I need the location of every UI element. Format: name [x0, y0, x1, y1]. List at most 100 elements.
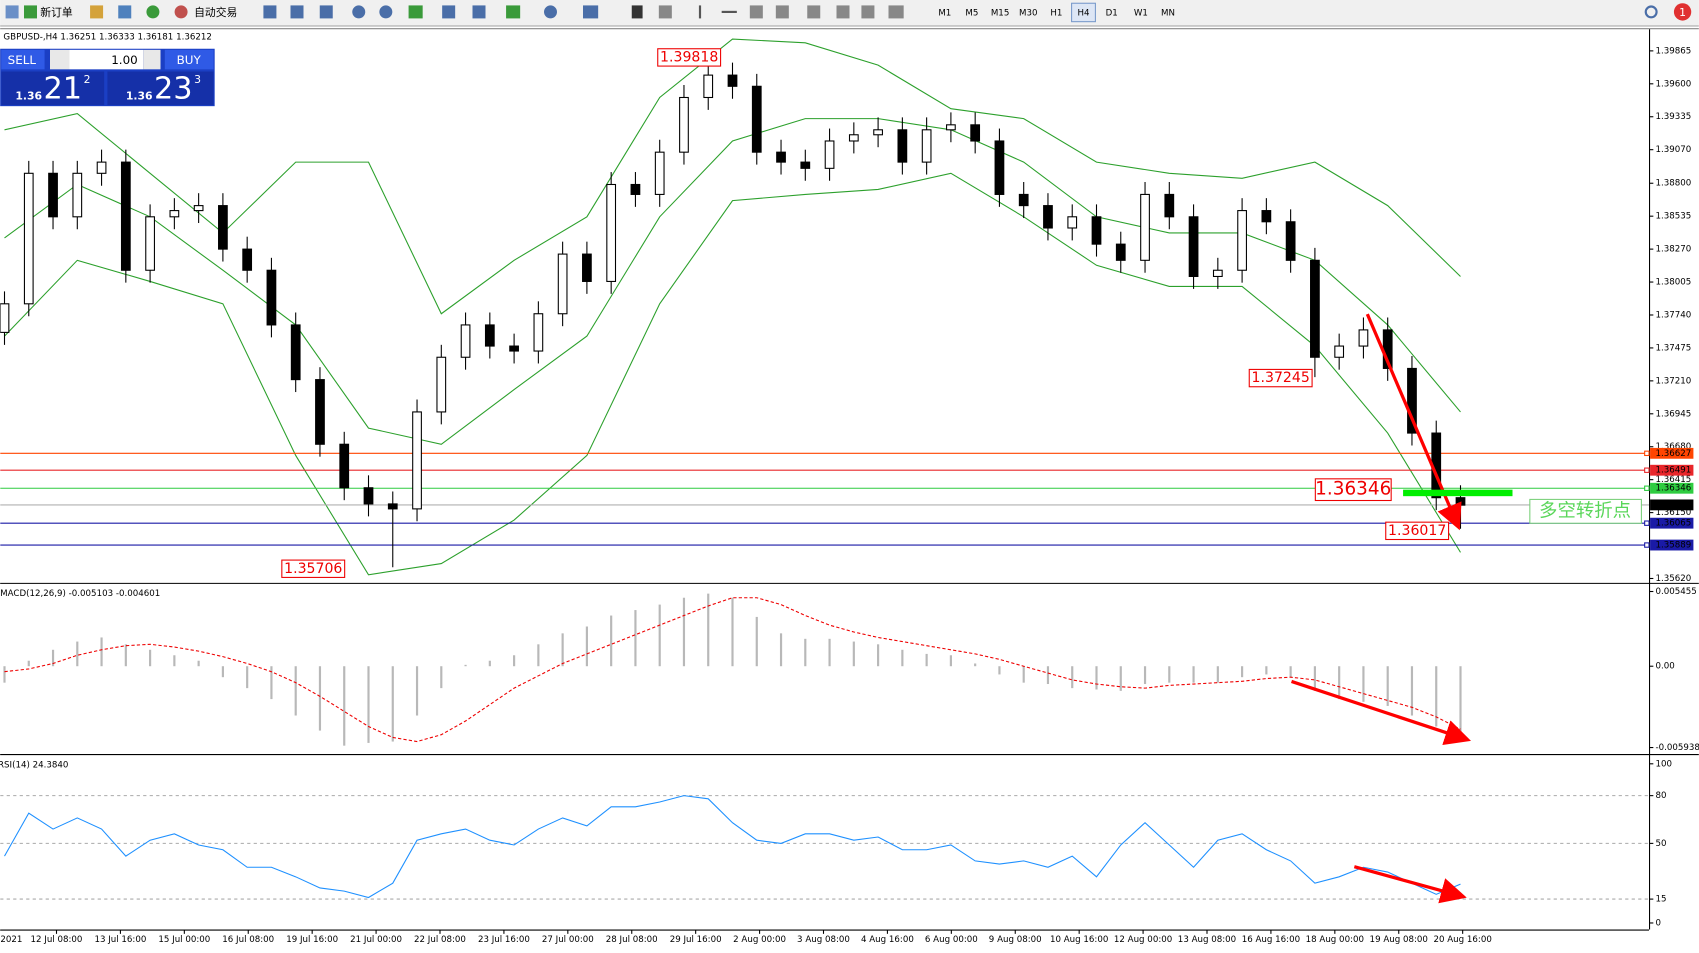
y-tick-label: 1.38535	[1656, 212, 1692, 222]
line-chart-icon[interactable]	[320, 5, 333, 18]
timeframe-button[interactable]: W1	[1134, 8, 1148, 18]
candle-body	[1019, 194, 1028, 205]
bar-chart-icon[interactable]	[263, 5, 276, 18]
y-tick-label: 1.39070	[1656, 145, 1692, 155]
crosshair-icon[interactable]	[659, 5, 672, 18]
candle-body	[825, 141, 834, 168]
sell-price-big: 1.36	[15, 89, 42, 102]
candle-body	[655, 152, 664, 194]
x-tick-label: 15 Jul 00:00	[158, 935, 210, 945]
candle-body	[777, 152, 786, 162]
macd-bar	[100, 637, 102, 666]
candle-body	[898, 130, 907, 162]
x-tick-label: 16 Jul 08:00	[222, 935, 274, 945]
timeframe-button[interactable]: M30	[1019, 8, 1037, 18]
y-tick-label: 1.37210	[1656, 376, 1692, 386]
macd-bar	[1023, 666, 1025, 682]
candle-body	[583, 254, 592, 281]
y-tick-label: 1.37740	[1656, 310, 1692, 320]
label-icon[interactable]	[861, 5, 874, 18]
auto-trading-button[interactable]: 自动交易	[194, 5, 237, 19]
y-tick-label: 15	[1656, 895, 1667, 905]
zoom-in-icon[interactable]	[352, 5, 365, 18]
new-order-icon[interactable]	[24, 5, 37, 18]
macd-bar	[853, 642, 855, 667]
menu-icon[interactable]	[6, 5, 19, 18]
level-handle	[1645, 468, 1649, 472]
candle-body	[413, 412, 422, 509]
channel-icon[interactable]	[776, 5, 789, 18]
x-tick-label: Jul 2021	[0, 935, 22, 945]
cursor-icon[interactable]	[632, 5, 643, 18]
templates-icon[interactable]	[583, 5, 598, 18]
timeframe-button[interactable]: M1	[938, 8, 951, 18]
macd-bar	[1217, 666, 1219, 682]
macd-bar	[1168, 666, 1170, 682]
y-tick-label: 50	[1656, 839, 1667, 849]
hline-icon[interactable]	[722, 11, 737, 13]
x-tick-label: 12 Aug 00:00	[1114, 935, 1172, 945]
macd-bar	[562, 633, 564, 666]
toolbar-icon[interactable]	[118, 5, 131, 18]
price-level-label: 1.36212	[1656, 500, 1692, 510]
candle-body	[1456, 498, 1465, 505]
macd-bar	[901, 650, 903, 666]
indicators-icon[interactable]	[506, 5, 520, 18]
macd-bar	[440, 666, 442, 688]
vline-icon[interactable]	[699, 5, 701, 18]
auto-trading-icon[interactable]	[175, 5, 188, 18]
toolbar-icon[interactable]	[90, 5, 103, 18]
candle-body	[1214, 270, 1223, 276]
text-icon[interactable]	[837, 5, 850, 18]
candle-body	[146, 217, 155, 270]
pivot-bar	[1403, 490, 1512, 497]
lot-value[interactable]: 1.00	[111, 53, 138, 67]
y-tick-label: -0.005938	[1656, 743, 1699, 753]
chart-area	[0, 29, 1699, 949]
timeframe-button[interactable]: H1	[1050, 8, 1062, 18]
lot-up[interactable]	[143, 50, 160, 70]
timeframe-button[interactable]: M5	[965, 8, 978, 18]
new-order-button[interactable]: 新订单	[40, 5, 73, 19]
autoscroll-icon[interactable]	[442, 5, 455, 18]
candle-body	[680, 97, 689, 152]
toolbar-icon[interactable]	[146, 5, 159, 18]
macd-bar	[634, 610, 636, 666]
trendline-icon[interactable]	[750, 5, 763, 18]
macd-bar	[149, 650, 151, 666]
arrows-icon[interactable]	[889, 5, 904, 18]
timeframe-button[interactable]: D1	[1106, 8, 1118, 18]
macd-bar	[780, 633, 782, 666]
timeframe-button[interactable]: M15	[991, 8, 1009, 18]
tile-icon[interactable]	[409, 5, 423, 18]
periods-icon[interactable]	[544, 5, 557, 18]
sell-price-frac: 2	[84, 73, 91, 86]
shift-icon[interactable]	[473, 5, 486, 18]
price-level-label: 1.35889	[1656, 541, 1692, 551]
y-tick-label: 1.39600	[1656, 79, 1692, 89]
macd-bar	[1265, 666, 1267, 674]
fibo-icon[interactable]	[807, 5, 820, 18]
candle-body	[607, 184, 616, 281]
candle-body	[1092, 217, 1101, 244]
candle-chart-icon[interactable]	[291, 5, 304, 18]
candle-body	[947, 125, 956, 130]
candle-body	[122, 162, 131, 270]
level-handle	[1645, 486, 1649, 490]
sell-label[interactable]: SELL	[8, 53, 37, 67]
macd-bar	[804, 639, 806, 666]
x-tick-label: 2 Aug 00:00	[733, 935, 786, 945]
candle-body	[437, 357, 446, 412]
candle-body	[631, 184, 640, 194]
timeframe-button[interactable]: H4	[1077, 8, 1090, 18]
lot-down[interactable]	[50, 50, 70, 70]
y-tick-label: 100	[1656, 759, 1673, 769]
toolbar-icons	[263, 5, 903, 18]
y-tick-label: 1.38270	[1656, 245, 1692, 255]
buy-label[interactable]: BUY	[177, 53, 202, 67]
buy-price-pips: 23	[154, 71, 193, 106]
zoom-out-icon[interactable]	[379, 5, 392, 18]
timeframe-button[interactable]: MN	[1161, 8, 1175, 18]
x-tick-label: 29 Jul 16:00	[670, 935, 722, 945]
